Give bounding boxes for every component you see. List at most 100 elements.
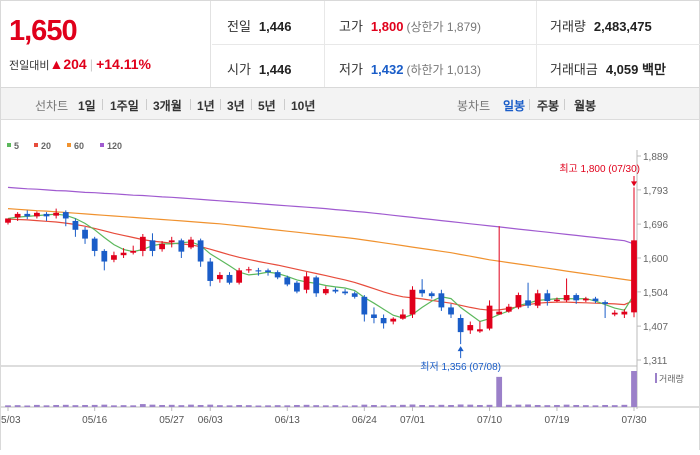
volume-bar [274,405,281,407]
volume-bar [53,404,60,407]
legend-label: 20 [41,141,51,151]
candle-body [496,311,503,315]
candle-monthly[interactable]: 월봉 [574,99,597,113]
volume-bar [34,404,40,407]
volume-bar [448,404,454,407]
candle-weekly[interactable]: 주봉 [537,99,560,113]
volume-bar [14,405,21,407]
volume-bar [120,405,127,407]
high-price: 고가 1,800 (상한가 1,879) [339,19,481,34]
candle-body [313,277,320,294]
volume-bar [496,376,503,407]
period-1d[interactable]: 1일 [78,99,96,113]
candle-body [505,306,512,312]
candle-body [351,293,358,297]
period-3m[interactable]: 3개월 [153,99,182,113]
volume-bar [43,405,50,407]
candle-body [168,240,175,243]
y-tick-label: 1,696 [643,220,668,231]
period-10y[interactable]: 10년 [291,99,316,113]
period-5y[interactable]: 5년 [258,99,276,113]
volume-bar [563,404,570,407]
volume-bar [313,405,320,407]
legend-swatch [34,143,38,147]
candle-body [554,299,560,302]
volume-bar [159,404,165,407]
x-tick-label: 07/01 [400,415,425,426]
high-arrow-icon [631,181,637,187]
candle-body [602,302,608,304]
prev-close: 전일 1,446 [227,19,292,34]
candle-daily[interactable]: 일봉 [503,99,526,113]
volume-bar [477,404,483,407]
volume-bar [149,404,156,407]
x-tick-label: 06/03 [198,415,223,426]
candle-body [130,250,137,253]
candle-body [303,276,310,290]
volume-bar [486,404,493,407]
volume-bar [226,405,233,407]
low-arrow-icon [457,346,464,352]
current-price: 1,650 [9,15,78,47]
candle-body [467,325,474,331]
candle-body [265,270,271,273]
candle-body [390,318,397,322]
chart-svg[interactable]: 1,311 1,407 1,504 1,600 1,696 1,793 1,889 05/03… [0,120,699,450]
y-tick-label: 1,600 [643,254,668,265]
candle-body [563,295,570,301]
volume-bar [207,404,214,407]
candle-body [409,289,416,315]
legend-label: 60 [74,141,84,151]
candle-body [399,314,406,319]
y-tick-label: 1,311 [643,356,668,367]
volume-bar [245,405,252,407]
x-tick-label: 05/03 [1,415,21,426]
volume-bar [554,404,560,407]
candle-body [611,312,618,315]
volume-bar [390,405,397,407]
volume-bar [592,405,599,407]
volume-bar [72,405,79,407]
candle-body [486,305,493,329]
period-1w[interactable]: 1주일 [110,99,139,113]
volume-bar [419,404,426,407]
candle-body [255,270,262,272]
legend-label: 120 [107,141,122,151]
candle-body [448,307,454,315]
period-3y[interactable]: 3년 [227,99,245,113]
candle-body [188,239,194,248]
candle-body [457,318,464,333]
candle-body [101,250,108,262]
legend-label: 5 [14,141,19,151]
stock-chart[interactable]: 1,311 1,407 1,504 1,600 1,696 1,793 1,889 05/03… [0,120,700,450]
volume-bar [534,404,541,407]
candle-body [34,212,40,217]
volume-bar [284,405,291,407]
volume-bar [82,404,88,407]
chart-toolbar: 선차트 1일 1주일 3개월 1년 3년 5년 10년 봉차트 일봉 주봉 월봉 [0,88,700,120]
volume-bar [371,404,377,407]
volume-bar [111,405,117,407]
candle-body [284,277,291,285]
high-annotation: 최고 1,800 (07/30) [559,163,640,175]
candle-body [631,240,637,313]
y-tick-label: 1,889 [643,152,668,163]
up-arrow-icon: ▲ [49,56,64,72]
candle-body [438,293,445,308]
volume-bar [236,404,243,407]
y-tick-label: 1,793 [643,186,668,197]
volume-bar [130,405,137,407]
candle-body [236,270,243,283]
volume-bar [342,405,348,407]
volume-bar [611,405,618,407]
x-tick-label: 07/30 [621,415,646,426]
volume-bar [467,404,474,407]
candle-body [361,296,368,315]
candle-body [82,229,88,239]
candle-body [573,295,580,301]
candle-body [120,252,127,256]
quote-header: 1,650 전일대비▲204 | +14.11% 전일 1,446 고가 1,800 (상… [0,0,700,88]
period-1y[interactable]: 1년 [197,99,215,113]
ma120-line [7,186,635,245]
volume-bar [515,404,522,407]
